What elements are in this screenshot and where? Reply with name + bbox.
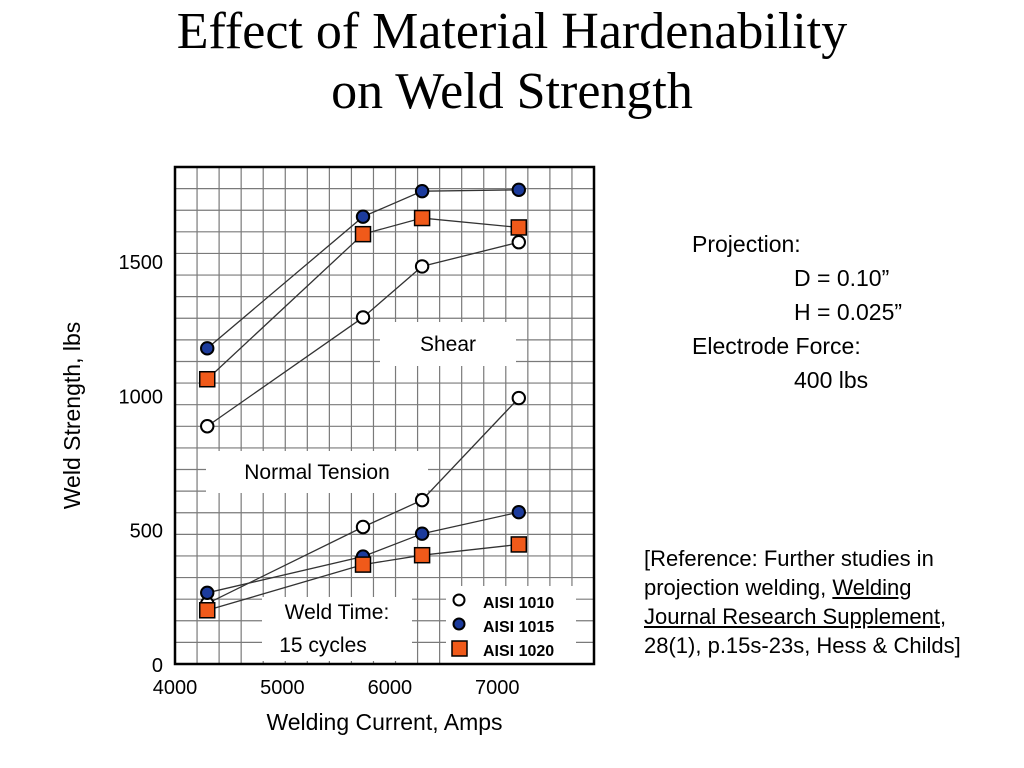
data-point-aisi-1020-shear — [510, 219, 528, 236]
data-point-aisi-1015-shear — [355, 209, 371, 224]
grid — [175, 167, 594, 664]
data-point-aisi-1020-normal-tension — [198, 602, 216, 619]
y-tick-label: 0 — [152, 655, 163, 677]
title-line-2: on Weld Strength — [331, 63, 693, 120]
x-tick-label: 5000 — [260, 677, 305, 699]
data-point-aisi-1010-shear — [355, 310, 371, 325]
reference-line-2-text: projection welding, — [644, 575, 833, 600]
reference-line-2: projection welding, Welding — [644, 573, 961, 602]
weld-time-label: Weld Time: — [285, 601, 390, 624]
x-tick-label: 4000 — [153, 677, 198, 699]
data-point-aisi-1015-normal-tension — [414, 526, 430, 541]
data-point-aisi-1010-normal-tension — [414, 492, 430, 508]
reference-line-4: 28(1), p.15s-23s, Hess & Childs] — [644, 633, 961, 658]
x-tick-label: 6000 — [368, 677, 413, 699]
data-point-aisi-1010-shear — [511, 235, 526, 250]
x-tick-label: 7000 — [475, 677, 520, 699]
series-line-aisi-1020-normal-tension — [207, 543, 519, 611]
legend: AISI 1010 AISI 1015 AISI 1020 — [451, 593, 554, 660]
legend-label: AISI 1010 — [483, 595, 554, 612]
legend-marker — [451, 640, 468, 657]
journal-name-part-2: Journal Research Supplement — [644, 604, 940, 629]
reference-note: [Reference: Further studies in projectio… — [644, 544, 961, 660]
series-line-aisi-1020-shear — [206, 217, 519, 380]
reference-line-3-suffix: , — [939, 604, 947, 629]
projection-h-value: H = 0.025” — [794, 299, 903, 325]
title-line-1: Effect of Material Hardenability — [176, 3, 848, 60]
electrode-heading: Electrode Force: — [692, 333, 861, 359]
series-line-aisi-1010-normal-tension — [206, 397, 520, 605]
series-line-aisi-1015-shear — [206, 189, 519, 349]
x-axis-label: Welding Current, Amps — [266, 709, 502, 735]
data-point-aisi-1010-shear — [200, 419, 215, 434]
data-point-aisi-1010-normal-tension — [511, 390, 526, 406]
tension-label: Normal Tension — [244, 461, 390, 484]
data-point-aisi-1015-shear — [414, 183, 430, 199]
legend-label: AISI 1015 — [483, 619, 554, 636]
data-point-aisi-1015-shear — [511, 182, 526, 198]
electrode-force-value: 400 lbs — [794, 367, 869, 393]
data-point-aisi-1010-normal-tension — [355, 519, 371, 535]
data-point-aisi-1015-normal-tension — [200, 585, 215, 601]
series-line-aisi-1015-normal-tension — [207, 511, 519, 594]
projection-d-value: D = 0.10” — [794, 265, 890, 291]
weld-cycles-label: 15 cycles — [279, 634, 367, 657]
y-axis-label: Weld Strength, lbs — [59, 322, 85, 510]
legend-label: AISI 1020 — [483, 643, 554, 660]
plot-frame — [173, 165, 596, 666]
legend-marker — [452, 617, 466, 631]
weld-time-label-background — [262, 597, 412, 661]
shear-label-background — [380, 322, 516, 366]
reference-line-3: Journal Research Supplement, — [644, 602, 961, 631]
shear-label: Shear — [420, 333, 476, 356]
data-point-aisi-1020-normal-tension — [413, 546, 431, 564]
data-point-aisi-1020-shear — [198, 370, 216, 388]
data-point-aisi-1015-shear — [200, 341, 215, 356]
page-title: Effect of Material Hardenability on Weld… — [0, 2, 1024, 122]
data-point-aisi-1020-shear — [413, 209, 431, 227]
y-tick-label: 1000 — [119, 386, 164, 408]
data-point-aisi-1020-normal-tension — [510, 536, 528, 553]
legend-marker — [452, 593, 466, 607]
journal-name-part-1: Welding — [832, 575, 912, 600]
projection-block: Projection: D = 0.10” H = 0.025” Electro… — [692, 227, 902, 397]
data-point-aisi-1015-normal-tension — [511, 505, 526, 520]
series-line-aisi-1010-shear — [206, 241, 519, 427]
data-point-aisi-1010-shear — [414, 259, 430, 274]
data-point-aisi-1020-normal-tension — [354, 556, 372, 573]
y-tick-label: 500 — [130, 521, 163, 543]
data-point-aisi-1020-shear — [354, 225, 372, 243]
reference-line-1: [Reference: Further studies in — [644, 546, 934, 571]
tension-label-background — [206, 451, 428, 493]
projection-heading: Projection: — [692, 231, 801, 257]
y-tick-label: 1500 — [119, 252, 164, 274]
